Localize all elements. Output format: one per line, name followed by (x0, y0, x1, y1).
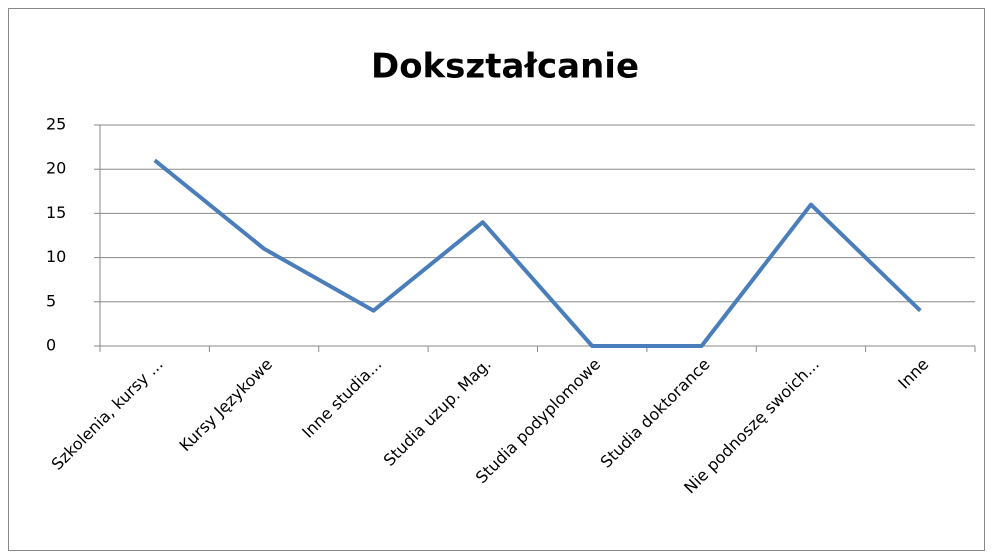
y-tick-label: 10 (46, 247, 66, 266)
data-line (153, 158, 922, 348)
chart-title: Dokształcanie (371, 47, 639, 87)
y-tick-label: 15 (46, 203, 66, 222)
y-tick-label: 0 (46, 336, 56, 355)
y-tick-label: 25 (46, 115, 66, 134)
chart-border (8, 8, 985, 551)
y-tick-label: 5 (46, 291, 56, 310)
y-tick-label: 20 (46, 159, 66, 178)
